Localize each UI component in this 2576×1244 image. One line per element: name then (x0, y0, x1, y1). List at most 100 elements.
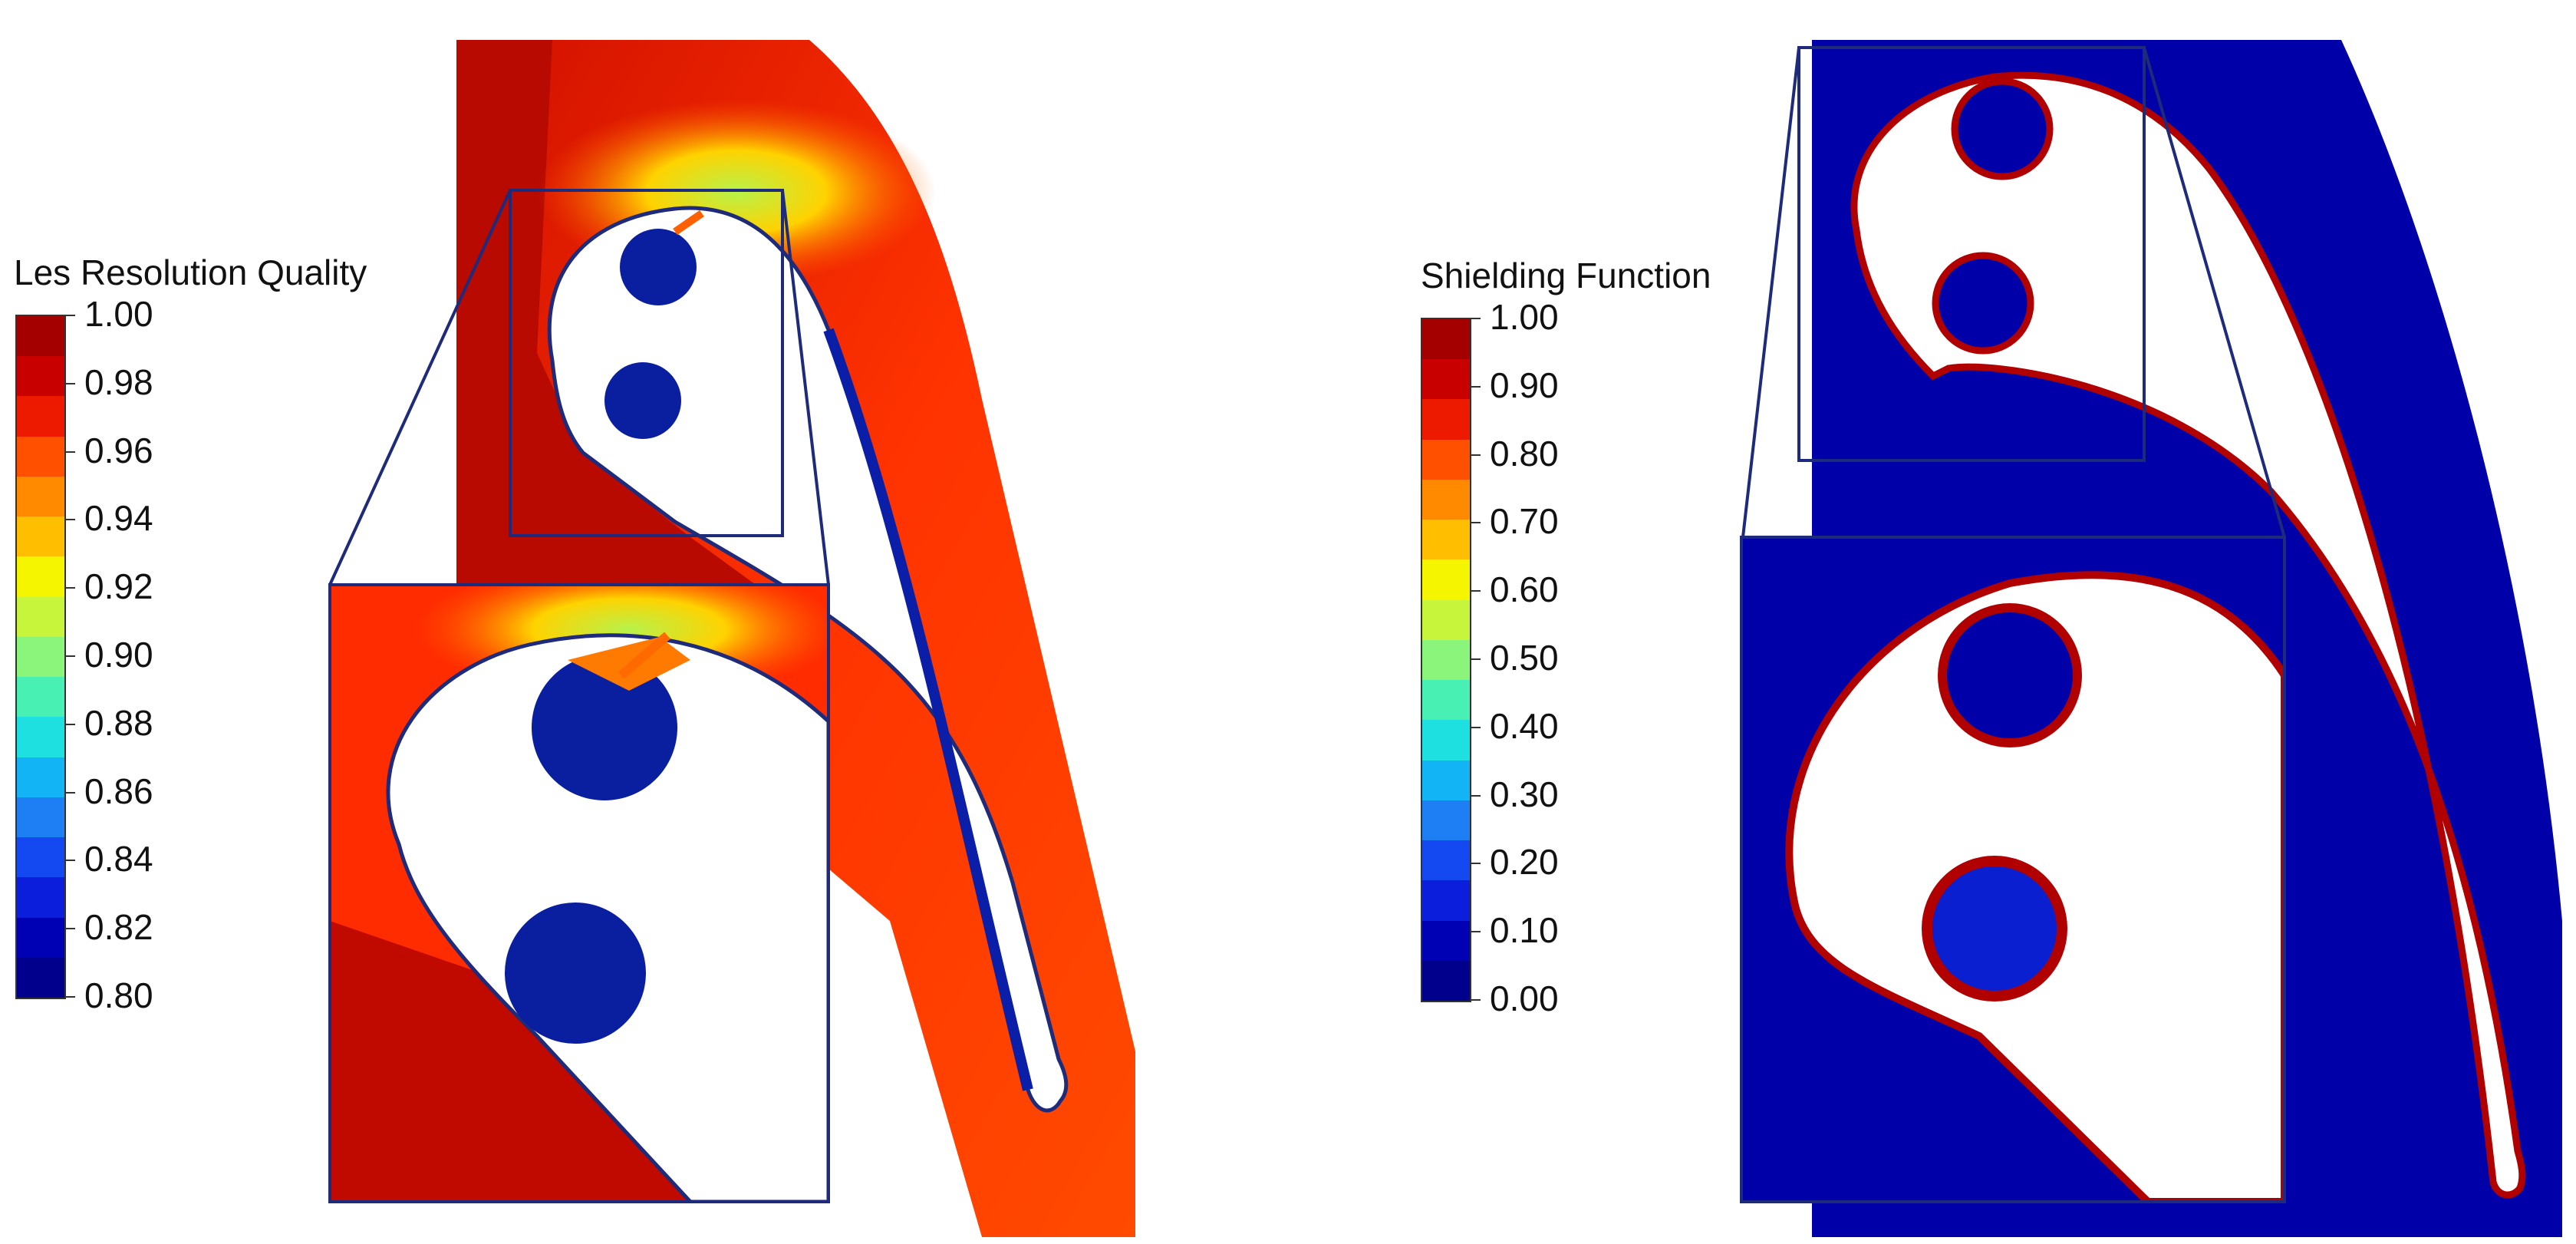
colorbar-tick-label: 0.90 (1490, 365, 1559, 405)
colorbar-segment (17, 636, 64, 678)
colorbar-tick-label: 0.30 (1490, 774, 1559, 814)
colorbar-tick-mark (1471, 318, 1481, 319)
colorbar-segment (1422, 960, 1470, 1001)
colorbar-tick-label: 1.00 (1490, 297, 1559, 337)
colorbar-tick-label: 0.94 (84, 498, 153, 539)
colorbar-tick-label: 0.86 (84, 770, 153, 811)
colorbar-tick-label: 0.20 (1490, 842, 1559, 883)
colorbar-tick-label: 0.80 (84, 975, 153, 1015)
colorbar-tick-mark (1471, 454, 1481, 456)
right-inset-connector-1 (1741, 47, 1800, 538)
colorbar-tick-label: 0.50 (1490, 638, 1559, 678)
colorbar-segment (1422, 880, 1470, 921)
colorbar-tick-mark (1471, 726, 1481, 728)
colorbar-tick-label: 0.92 (84, 566, 153, 607)
left-inset-frame (328, 583, 830, 1203)
right-inset-connector-2 (2143, 47, 2286, 538)
right-colorbar-title: Shielding Function (1421, 256, 1711, 295)
colorbar-tick-mark (66, 519, 75, 521)
colorbar-tick-mark (66, 791, 75, 794)
left-zoom-region-box (509, 189, 784, 537)
colorbar-tick-mark (66, 450, 75, 453)
colorbar-segment (17, 917, 64, 958)
colorbar-tick-mark (1471, 658, 1481, 660)
colorbar-segment (17, 436, 64, 477)
colorbar-tick-label: 0.84 (84, 839, 153, 879)
colorbar-segment (1422, 920, 1470, 961)
colorbar-tick-label: 0.82 (84, 907, 153, 948)
colorbar-segment (1422, 639, 1470, 681)
left-inset-connector-2 (781, 190, 830, 586)
left-dark-region (456, 40, 775, 599)
colorbar-tick-mark (1471, 999, 1481, 1001)
left-inset-hole-upper (532, 655, 677, 800)
colorbar-segment (17, 877, 64, 918)
right-inset-frame (1740, 536, 2286, 1203)
colorbar-tick-mark (1471, 522, 1481, 524)
colorbar-tick-mark (1471, 590, 1481, 592)
right-inset-hole-upper (1938, 603, 2082, 747)
left-suction-blue-strip (823, 328, 1033, 1091)
colorbar-tick-mark (1471, 863, 1481, 865)
colorbar-segment (17, 516, 64, 557)
colorbar-segment (1422, 559, 1470, 600)
colorbar-segment (17, 556, 64, 597)
colorbar-segment (1422, 840, 1470, 881)
left-cooling-hole-lower (604, 362, 681, 439)
colorbar-segment (1422, 800, 1470, 841)
right-inset-zoom (1741, 537, 2284, 1202)
colorbar-segment (17, 757, 64, 797)
colorbar-segment (1422, 399, 1470, 440)
colorbar-segment (17, 837, 64, 878)
left-inset-connector-1 (328, 190, 512, 586)
right-inset-hole-lower (1922, 856, 2067, 1001)
colorbar-tick-label: 0.98 (84, 361, 153, 402)
left-cooling-hole-upper (620, 229, 697, 305)
colorbar-segment (1422, 720, 1470, 761)
colorbar-tick-mark (66, 587, 75, 589)
colorbar-tick-label: 0.96 (84, 430, 153, 470)
colorbar-segment (1422, 520, 1470, 560)
colorbar-segment (17, 797, 64, 838)
colorbar-segment (1422, 439, 1470, 480)
colorbar-segment (1422, 599, 1470, 640)
colorbar-segment (17, 596, 64, 637)
colorbar-tick-mark (66, 382, 75, 384)
right-cooling-hole-upper (1951, 78, 2054, 180)
colorbar-tick-mark (66, 860, 75, 862)
colorbar-tick-mark (1471, 794, 1481, 797)
colorbar-tick-mark (66, 928, 75, 930)
colorbar-segment (17, 356, 64, 397)
colorbar-segment (1422, 319, 1470, 360)
colorbar-segment (17, 316, 64, 357)
left-inset-zoom (330, 585, 828, 1202)
left-inset-hole-lower (505, 902, 646, 1044)
left-colorbar-title: Les Resolution Quality (14, 252, 367, 292)
right-zoom-region-box (1797, 46, 2146, 462)
colorbar-tick-label: 0.88 (84, 702, 153, 743)
colorbar-tick-mark (1471, 931, 1481, 933)
colorbar-segment (17, 957, 64, 998)
colorbar-tick-label: 0.70 (1490, 501, 1559, 542)
left-colorbar (15, 315, 66, 999)
colorbar-segment (1422, 479, 1470, 520)
colorbar-tick-mark (66, 996, 75, 998)
colorbar-tick-label: 0.40 (1490, 705, 1559, 746)
colorbar-tick-label: 0.00 (1490, 978, 1559, 1018)
colorbar-tick-label: 0.80 (1490, 433, 1559, 474)
colorbar-tick-label: 0.60 (1490, 569, 1559, 610)
colorbar-segment (17, 476, 64, 517)
colorbar-tick-label: 0.90 (84, 635, 153, 675)
colorbar-segment (17, 717, 64, 757)
colorbar-tick-mark (1471, 385, 1481, 388)
right-colorbar (1421, 318, 1471, 1002)
colorbar-tick-mark (66, 655, 75, 657)
right-blade-shape (1850, 71, 2526, 1199)
colorbar-tick-mark (66, 315, 75, 316)
colorbar-segment (1422, 680, 1470, 721)
left-upper-slot (673, 210, 704, 236)
colorbar-tick-mark (66, 723, 75, 725)
colorbar-segment (17, 677, 64, 718)
